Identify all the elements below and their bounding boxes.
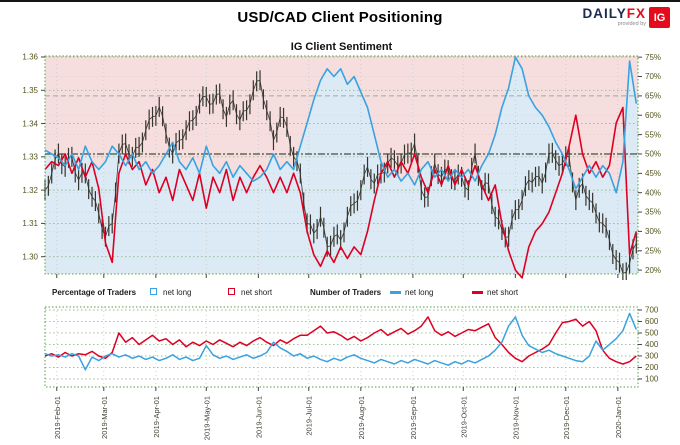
- date-axis-label: 2019-Mar-01: [100, 396, 109, 439]
- num-axis-label: 700: [645, 306, 659, 315]
- price-axis-label: 1.31: [22, 219, 38, 228]
- date-axis-label: 2019-Apr-01: [152, 396, 161, 438]
- pct-axis-label: 70%: [645, 72, 661, 81]
- page-title: USD/CAD Client Positioning: [237, 9, 443, 26]
- pct-axis-label: 25%: [645, 246, 661, 255]
- ig-logo: IG: [649, 7, 670, 28]
- price-line: [44, 79, 637, 274]
- traders-chart: 700 600 500 400 300 200 100 2019-Feb-01 2019-Mar…: [44, 306, 659, 440]
- logo-fx-text: FX: [626, 6, 646, 21]
- pct-axis-label: 75%: [645, 53, 661, 62]
- num-axis-label: 600: [645, 317, 659, 326]
- date-axis-label: 2019-Dec-01: [562, 396, 571, 439]
- price-axis-label: 1.32: [22, 186, 38, 195]
- date-axis-label: 2019-Jul-01: [305, 396, 314, 436]
- num-net-long-line: [44, 312, 637, 371]
- dailyfx-logo: DAILYFX provided by IG: [582, 7, 670, 28]
- legend-percentage-label: Percentage of Traders: [52, 288, 137, 297]
- pct-axis-label: 45%: [645, 169, 661, 178]
- legend-number-label: Number of Traders: [310, 288, 382, 297]
- logo-daily-text: DAILY: [582, 6, 627, 21]
- pct-axis-label: 30%: [645, 227, 661, 236]
- legend-num-net-short: net short: [487, 288, 519, 297]
- num-axis-label: 100: [645, 375, 659, 384]
- pct-axis-label: 60%: [645, 111, 661, 120]
- legend-pct-net-short: net short: [241, 288, 273, 297]
- pct-net-short-line: [44, 106, 638, 279]
- plot-frame: [44, 306, 639, 388]
- pct-axis-label: 50%: [645, 150, 661, 159]
- pct-axis-label: 40%: [645, 188, 661, 197]
- date-axis-label: 2019-Feb-01: [53, 396, 62, 439]
- price-axis-label: 1.33: [22, 153, 38, 162]
- num-axis-label: 300: [645, 352, 659, 361]
- legend-pct-net-long: net long: [163, 288, 192, 297]
- num-axis-label: 400: [645, 340, 659, 349]
- num-net-short-dash-icon: [472, 291, 483, 294]
- num-net-short-line: [44, 316, 637, 365]
- num-axis-label: 200: [645, 363, 659, 372]
- num-axis-label: 500: [645, 329, 659, 338]
- date-axis-label: 2019-Sep-01: [409, 396, 418, 439]
- date-axis-label: 2019-Aug-01: [357, 396, 366, 439]
- pct-axis-label: 20%: [645, 266, 661, 275]
- pct-axis-label: 65%: [645, 92, 661, 101]
- dailyfx-wordmark: DAILYFX provided by: [582, 7, 646, 28]
- pct-axis-label: 35%: [645, 208, 661, 217]
- sentiment-chart: 1.36 1.35 1.34 1.33 1.32 1.31 1.30 75% 70% 65% 60%…: [22, 53, 661, 280]
- pct-axis-label: 55%: [645, 130, 661, 139]
- logo-provided-by: provided by: [617, 21, 646, 27]
- price-axis-label: 1.30: [22, 252, 38, 261]
- pct-net-long-line: [44, 56, 638, 194]
- chart-legend: Percentage of Traders net long net short…: [0, 284, 680, 302]
- price-axis-label: 1.34: [22, 119, 38, 128]
- pct-net-short-swatch-icon: [228, 288, 235, 295]
- date-axis-label: 2020-Jan-01: [614, 396, 623, 438]
- sentiment-bg-below: [45, 57, 638, 275]
- pct-net-long-swatch-icon: [150, 288, 157, 295]
- legend-num-net-long: net long: [405, 288, 434, 297]
- date-axis-label: 2019-Nov-01: [511, 396, 520, 439]
- date-axis-label: 2019-Oct-01: [459, 396, 468, 438]
- num-net-long-dash-icon: [390, 291, 401, 294]
- price-axis-label: 1.36: [22, 53, 38, 62]
- price-axis-label: 1.35: [22, 86, 38, 95]
- date-axis-label: 2019-May-01: [202, 396, 211, 440]
- plot-frame: [44, 55, 639, 275]
- date-axis-label: 2019-Jun-01: [254, 396, 263, 438]
- chart-subtitle: IG Client Sentiment: [290, 41, 393, 53]
